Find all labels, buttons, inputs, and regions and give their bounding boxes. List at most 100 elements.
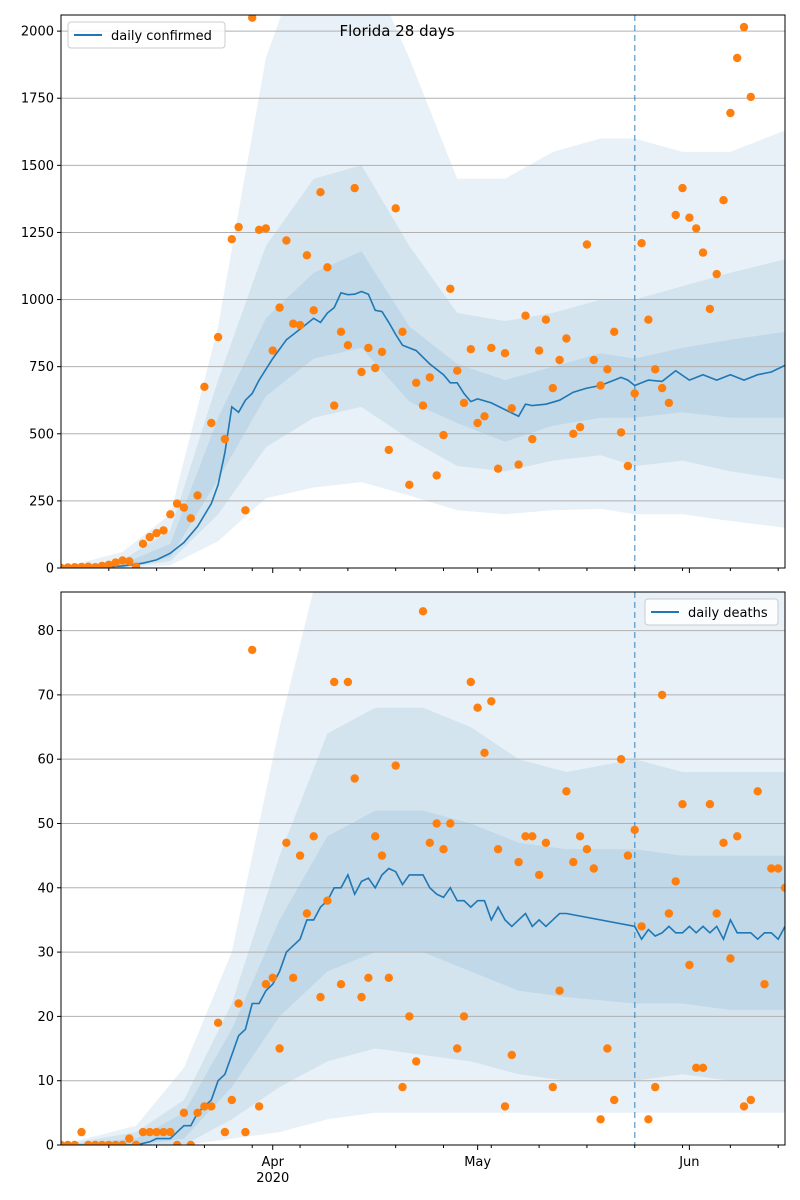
data-point bbox=[254, 225, 264, 234]
data-point bbox=[357, 992, 366, 1002]
data-point bbox=[309, 306, 318, 315]
data-point bbox=[678, 800, 687, 809]
data-point bbox=[541, 315, 551, 324]
data-point bbox=[125, 1134, 134, 1143]
data-point bbox=[172, 1140, 182, 1145]
data-point bbox=[644, 315, 653, 324]
data-point bbox=[644, 1115, 653, 1124]
y-tick-label: 0 bbox=[46, 562, 54, 577]
data-point bbox=[131, 1140, 141, 1145]
data-point bbox=[172, 499, 182, 508]
data-point bbox=[275, 1044, 284, 1053]
data-point bbox=[241, 1127, 250, 1137]
data-point bbox=[398, 327, 407, 336]
data-point bbox=[733, 53, 742, 63]
data-point bbox=[500, 1102, 510, 1111]
data-point bbox=[459, 398, 469, 408]
data-point bbox=[248, 15, 257, 22]
data-point bbox=[712, 269, 721, 279]
data-point bbox=[268, 346, 277, 355]
data-point bbox=[630, 389, 639, 398]
data-point bbox=[671, 210, 680, 220]
data-point bbox=[760, 980, 769, 989]
data-point bbox=[439, 845, 448, 854]
data-point bbox=[746, 1095, 755, 1105]
data-point bbox=[589, 864, 598, 873]
data-point bbox=[439, 430, 448, 440]
y-tick-label: 250 bbox=[29, 494, 54, 509]
data-point bbox=[384, 445, 393, 455]
data-point bbox=[330, 677, 339, 687]
data-point bbox=[719, 196, 728, 205]
y-tick-label: 10 bbox=[37, 1074, 54, 1089]
legend-label: daily deaths bbox=[688, 606, 768, 621]
y-tick-label: 1250 bbox=[21, 226, 54, 241]
data-point bbox=[84, 1140, 93, 1145]
axes-frame bbox=[60, 14, 786, 569]
data-point bbox=[186, 514, 195, 523]
data-point bbox=[193, 491, 202, 500]
y-axis: 0 10 20 30 40 50 60 70 80 bbox=[37, 624, 61, 1154]
data-point bbox=[698, 1063, 708, 1073]
uncertainty-band-3 bbox=[61, 810, 785, 1145]
data-point bbox=[111, 1140, 120, 1145]
data-point bbox=[213, 332, 223, 342]
data-point bbox=[118, 556, 127, 565]
data-point bbox=[446, 819, 455, 828]
data-point bbox=[678, 183, 687, 193]
data-point bbox=[651, 365, 660, 374]
data-point bbox=[685, 960, 694, 970]
data-point bbox=[616, 428, 626, 437]
series-line bbox=[61, 290, 785, 568]
data-point bbox=[705, 800, 715, 809]
y-tick-label: 20 bbox=[37, 1010, 54, 1025]
y-tick-label: 2000 bbox=[21, 25, 54, 40]
x-tick-sublabel: 2020 bbox=[256, 1171, 289, 1186]
data-point bbox=[507, 1050, 516, 1060]
data-point bbox=[432, 471, 441, 480]
data-point bbox=[692, 1063, 701, 1073]
data-point bbox=[459, 1012, 469, 1021]
data-point bbox=[350, 774, 359, 783]
data-point bbox=[77, 562, 86, 568]
data-point bbox=[70, 563, 79, 568]
chart-title: Florida 28 days bbox=[339, 22, 454, 40]
data-point bbox=[473, 703, 482, 712]
data-point bbox=[371, 832, 380, 841]
data-point bbox=[446, 284, 455, 293]
data-point bbox=[70, 1140, 79, 1145]
data-point bbox=[200, 382, 209, 391]
legend-box bbox=[644, 598, 779, 626]
data-point bbox=[651, 1082, 660, 1092]
data-point bbox=[569, 429, 578, 438]
data-point bbox=[336, 980, 346, 989]
data-point bbox=[466, 345, 475, 354]
data-point bbox=[637, 922, 646, 931]
data-point bbox=[405, 480, 414, 489]
data-point bbox=[555, 355, 564, 365]
data-point bbox=[616, 755, 626, 764]
data-point bbox=[507, 404, 516, 413]
data-point bbox=[534, 870, 544, 880]
y-tick-label: 50 bbox=[37, 817, 54, 832]
data-point bbox=[282, 236, 291, 245]
y-tick-label: 30 bbox=[37, 946, 54, 961]
data-point bbox=[767, 864, 776, 873]
data-point bbox=[138, 539, 148, 548]
data-point bbox=[726, 108, 735, 118]
data-point bbox=[596, 1115, 605, 1124]
data-point bbox=[138, 1127, 148, 1137]
data-point bbox=[91, 1140, 100, 1145]
data-point bbox=[227, 1095, 236, 1105]
uncertainty-band-2 bbox=[61, 707, 785, 1145]
data-point bbox=[657, 690, 667, 700]
data-point bbox=[268, 973, 277, 982]
data-point bbox=[131, 562, 141, 568]
data-point bbox=[610, 327, 619, 336]
data-point bbox=[575, 832, 585, 841]
y-tick-label: 1750 bbox=[21, 92, 54, 107]
series-line bbox=[61, 867, 785, 1145]
data-point bbox=[548, 1082, 557, 1092]
